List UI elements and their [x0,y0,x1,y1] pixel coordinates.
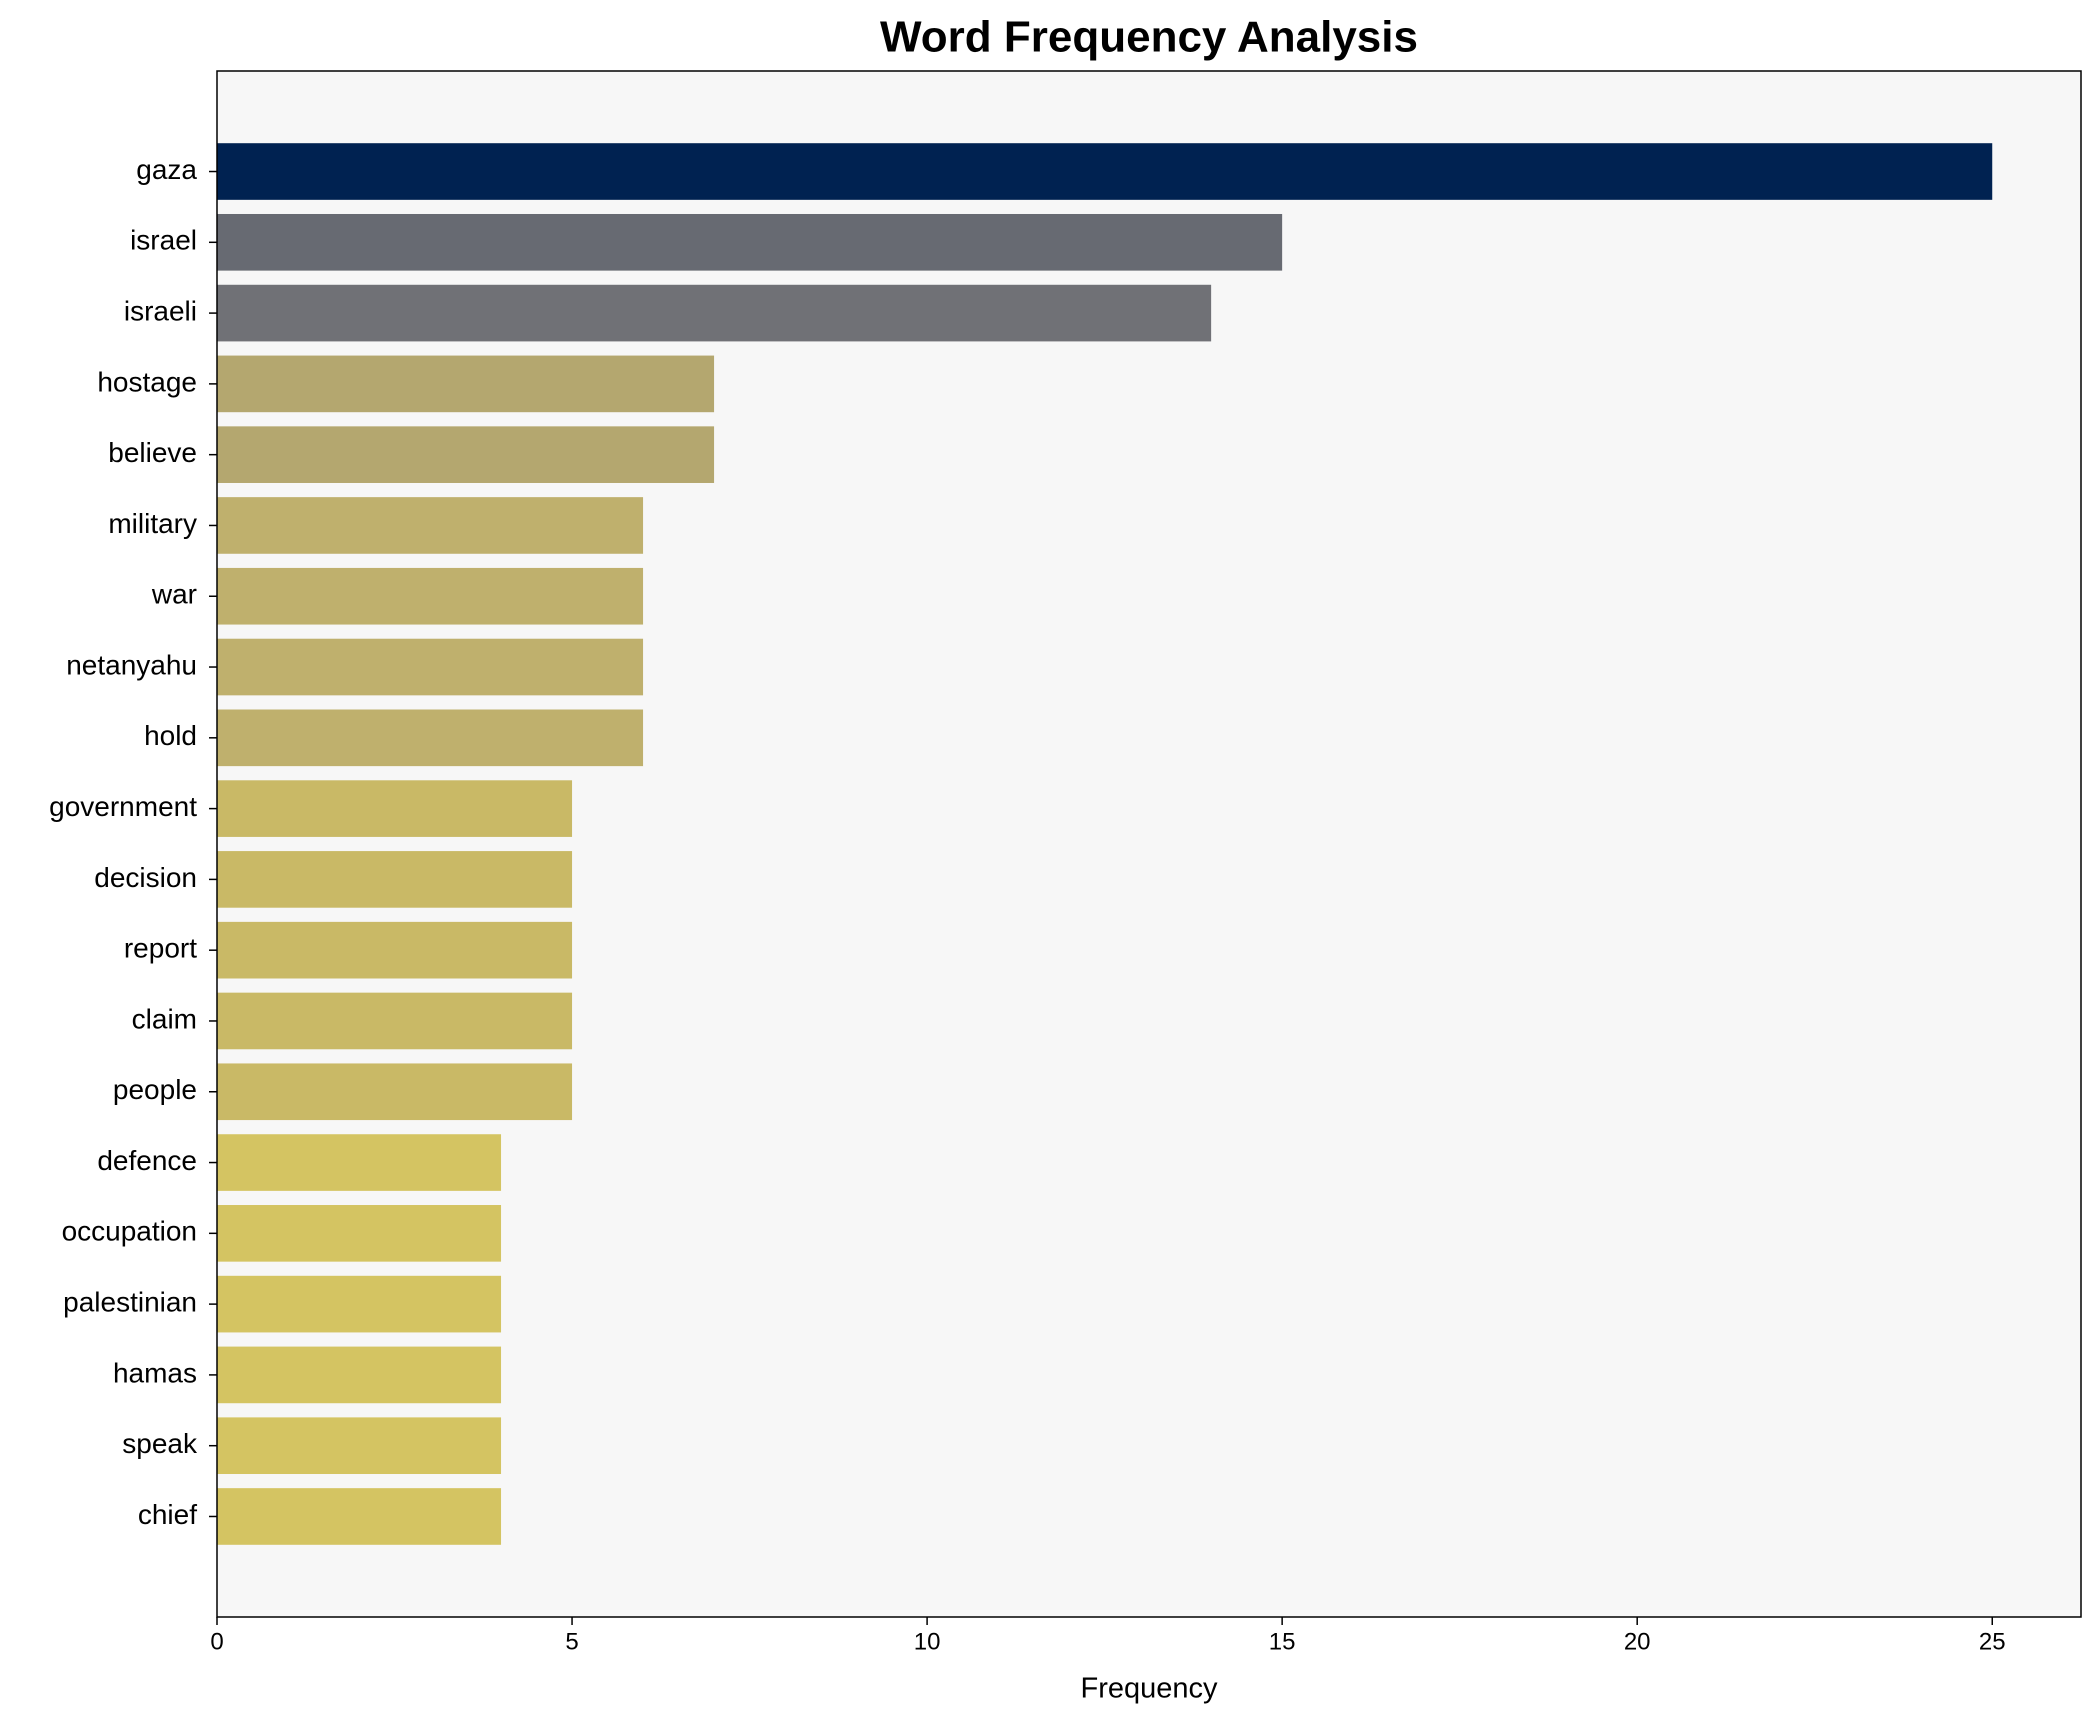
bar [217,921,573,979]
y-tick-label: believe [108,437,197,468]
y-tick-label: government [49,791,197,822]
y-tick-label: israel [130,225,197,256]
y-tick-label: report [124,933,197,964]
x-tick-label: 25 [1979,1628,2006,1655]
y-tick-label: decision [94,862,197,893]
y-tick-label: war [151,579,197,610]
y-tick-label: military [108,508,197,539]
bar [217,638,644,696]
x-tick-label: 5 [565,1628,578,1655]
bar [217,567,644,625]
bar [217,780,573,837]
bar [217,851,573,908]
x-tick-label: 20 [1624,1628,1651,1655]
y-tick-label: chief [138,1499,197,1530]
bar [217,213,1283,271]
y-tick-label: gaza [136,154,197,185]
bar [217,355,715,413]
bar [217,1063,573,1121]
bar [217,1275,502,1333]
y-tick-label: palestinian [63,1287,197,1318]
y-tick-label: speak [122,1428,198,1459]
y-tick-label: netanyahu [66,649,197,680]
chart-title: Word Frequency Analysis [880,13,1418,62]
bar [217,1205,502,1262]
y-tick-label: israeli [124,295,197,326]
x-tick-label: 15 [1269,1628,1296,1655]
y-tick-label: defence [97,1145,197,1176]
bar [217,709,644,767]
y-tick-label: people [113,1074,197,1105]
x-axis-label: Frequency [1080,1673,1218,1705]
x-tick-label: 0 [210,1628,223,1655]
bar [217,1346,502,1404]
bar [217,1417,502,1475]
y-tick-label: hostage [97,366,197,397]
bar [217,1488,502,1545]
y-tick-label: hold [144,720,197,751]
plot-frame [216,70,2082,1618]
bar [217,284,1212,342]
bar [217,143,1993,200]
y-tick-label: hamas [113,1357,197,1388]
bar [217,426,715,483]
bar [217,497,644,554]
bar [217,992,573,1050]
x-tick-label: 10 [914,1628,941,1655]
y-tick-label: claim [132,1003,197,1034]
bar [217,1134,502,1191]
y-tick-label: occupation [62,1216,197,1247]
